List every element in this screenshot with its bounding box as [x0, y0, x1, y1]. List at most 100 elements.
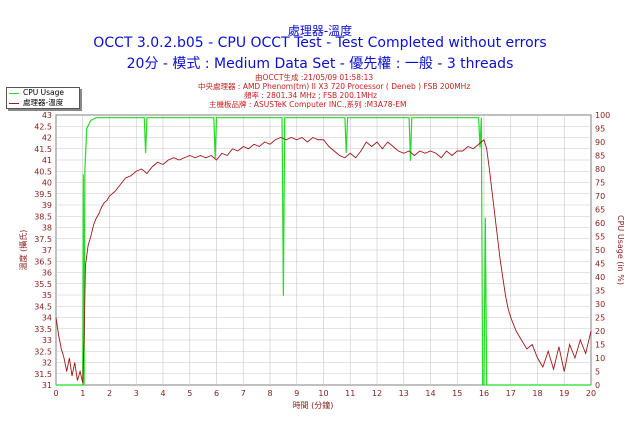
y-right-tick-label: 5 — [595, 368, 600, 377]
y-left-tick-label: 40.5 — [34, 167, 52, 176]
x-axis-label: 時間 (分鐘) — [293, 400, 334, 410]
y-left-tick-label: 33 — [42, 336, 52, 345]
x-tick-label: 3 — [134, 389, 139, 398]
chart-title: OCCT 3.0.2.b05 - CPU OCCT Test - Test Co… — [93, 35, 547, 51]
legend-swatch-temperature — [9, 103, 19, 104]
chart-subtitle: 20分 - 模式 : Medium Data Set - 優先權 : 一般 - … — [126, 56, 514, 72]
y-right-tick-label: 100 — [595, 111, 610, 120]
y-right-tick-label: 60 — [595, 219, 605, 228]
y-right-tick-label: 40 — [595, 273, 605, 282]
info-generated: 由OCCT生成 :21/05/09 01:58:13 — [255, 73, 374, 82]
grid-lines — [56, 115, 591, 385]
y-left-tick-label: 38 — [42, 224, 52, 233]
y-left-tick-label: 37 — [42, 246, 52, 255]
x-tick-label: 9 — [294, 389, 299, 398]
y-axis-left-ticks: 31 31.5 32 32.5 33 33.5 34 34.5 35 35.5 36 36.5 37 37… — [34, 111, 52, 390]
y-axis-right-label: CPU Usage (in %) — [616, 215, 625, 285]
y-axis-left-label: 溫度 (攝氏) — [18, 230, 28, 271]
y-left-tick-label: 39 — [42, 201, 52, 210]
info-board-label: 主機板品牌 : — [209, 100, 252, 109]
series-cpu-usage — [56, 117, 591, 386]
legend-label-temperature: 處理器-溫度 — [23, 98, 64, 107]
info-motherboard: 主機板品牌 : ASUSTeK Computer INC.,系列 :M3A78-… — [209, 100, 406, 109]
y-left-tick-label: 41.5 — [34, 145, 52, 154]
x-tick-label: 18 — [532, 389, 542, 398]
y-left-tick-label: 35 — [42, 291, 52, 300]
x-tick-label: 19 — [559, 389, 569, 398]
y-left-tick-label: 32 — [42, 359, 52, 368]
info-freq-label: 頻率 : — [244, 91, 264, 100]
y-right-tick-label: 75 — [595, 179, 605, 188]
y-left-tick-label: 38.5 — [34, 212, 52, 221]
info-frequency: 頻率 : 2801.34 MHz ; FSB 200.1MHz — [244, 91, 377, 100]
y-right-tick-label: 15 — [595, 341, 605, 350]
y-left-tick-label: 35.5 — [34, 280, 52, 289]
info-cpu-label: 中央處理器 : — [198, 82, 241, 91]
x-axis-ticks: 0 1 2 3 4 5 6 7 8 9 10 11 12 13 14 15 16 17 18 19 20 — [53, 389, 596, 398]
x-tick-label: 15 — [452, 389, 462, 398]
legend-item-cpu-usage: CPU Usage — [7, 88, 79, 98]
y-left-tick-label: 42.5 — [34, 122, 52, 131]
x-tick-label: 6 — [214, 389, 219, 398]
y-left-tick-label: 40 — [42, 179, 52, 188]
series-line-cpu-usage — [56, 117, 591, 386]
y-left-tick-label: 36.5 — [34, 257, 52, 266]
y-right-tick-label: 25 — [595, 314, 605, 323]
y-left-tick-label: 34 — [42, 314, 52, 323]
y-left-tick-label: 41 — [42, 156, 52, 165]
x-tick-label: 14 — [425, 389, 435, 398]
x-tick-label: 5 — [187, 389, 192, 398]
x-tick-label: 0 — [53, 389, 58, 398]
info-cpu-value: AMD Phenom(tm) II X3 720 Processor ( Den… — [242, 82, 471, 91]
y-right-tick-label: 80 — [595, 165, 605, 174]
y-right-tick-label: 0 — [595, 381, 600, 390]
series-line-temperature — [55, 136, 592, 383]
info-cpu: 中央處理器 : AMD Phenom(tm) II X3 720 Process… — [198, 82, 470, 91]
y-right-tick-label: 10 — [595, 354, 605, 363]
y-left-tick-label: 31 — [42, 381, 52, 390]
y-left-tick-label: 31.5 — [34, 370, 52, 379]
x-tick-label: 8 — [267, 389, 272, 398]
x-tick-label: 20 — [586, 389, 596, 398]
y-right-tick-label: 30 — [595, 300, 605, 309]
chart-title-small: 處理器-溫度 — [287, 24, 353, 38]
y-right-tick-label: 20 — [595, 327, 605, 336]
x-tick-label: 17 — [506, 389, 516, 398]
legend-label-cpu-usage: CPU Usage — [23, 88, 65, 97]
x-tick-label: 10 — [318, 389, 328, 398]
y-right-tick-label: 35 — [595, 287, 605, 296]
legend-swatch-cpu-usage — [9, 93, 19, 94]
y-left-tick-label: 34.5 — [34, 302, 52, 311]
info-board-value: ASUSTeK Computer INC.,系列 :M3A78-EM — [253, 100, 407, 109]
x-tick-label: 7 — [241, 389, 246, 398]
y-axis-right-ticks: 0 5 10 15 20 25 30 35 40 45 50 55 60 65 70 75 80 85 90 95 10… — [595, 111, 610, 390]
y-left-tick-label: 37.5 — [34, 235, 52, 244]
y-right-tick-label: 65 — [595, 206, 605, 215]
y-left-tick-label: 36 — [42, 269, 52, 278]
y-left-tick-label: 39.5 — [34, 190, 52, 199]
legend-item-temperature: 處理器-溫度 — [7, 98, 79, 108]
x-tick-label: 13 — [399, 389, 409, 398]
y-right-tick-label: 55 — [595, 233, 605, 242]
y-left-tick-label: 32.5 — [34, 347, 52, 356]
y-left-tick-label: 42 — [42, 134, 52, 143]
x-tick-label: 1 — [80, 389, 85, 398]
legend: CPU Usage 處理器-溫度 — [6, 87, 80, 109]
y-left-tick-label: 33.5 — [34, 325, 52, 334]
y-left-tick-label: 43 — [42, 111, 52, 120]
x-tick-label: 2 — [107, 389, 112, 398]
series-temperature — [55, 136, 592, 383]
info-freq-value: 2801.34 MHz ; FSB 200.1MHz — [266, 91, 378, 100]
x-tick-label: 11 — [345, 389, 355, 398]
y-right-tick-label: 50 — [595, 246, 605, 255]
y-right-tick-label: 70 — [595, 192, 605, 201]
x-tick-label: 4 — [160, 389, 165, 398]
y-right-tick-label: 95 — [595, 125, 605, 134]
x-tick-label: 12 — [372, 389, 382, 398]
y-right-tick-label: 45 — [595, 260, 605, 269]
x-tick-label: 16 — [479, 389, 489, 398]
y-right-tick-label: 90 — [595, 138, 605, 147]
y-right-tick-label: 85 — [595, 152, 605, 161]
